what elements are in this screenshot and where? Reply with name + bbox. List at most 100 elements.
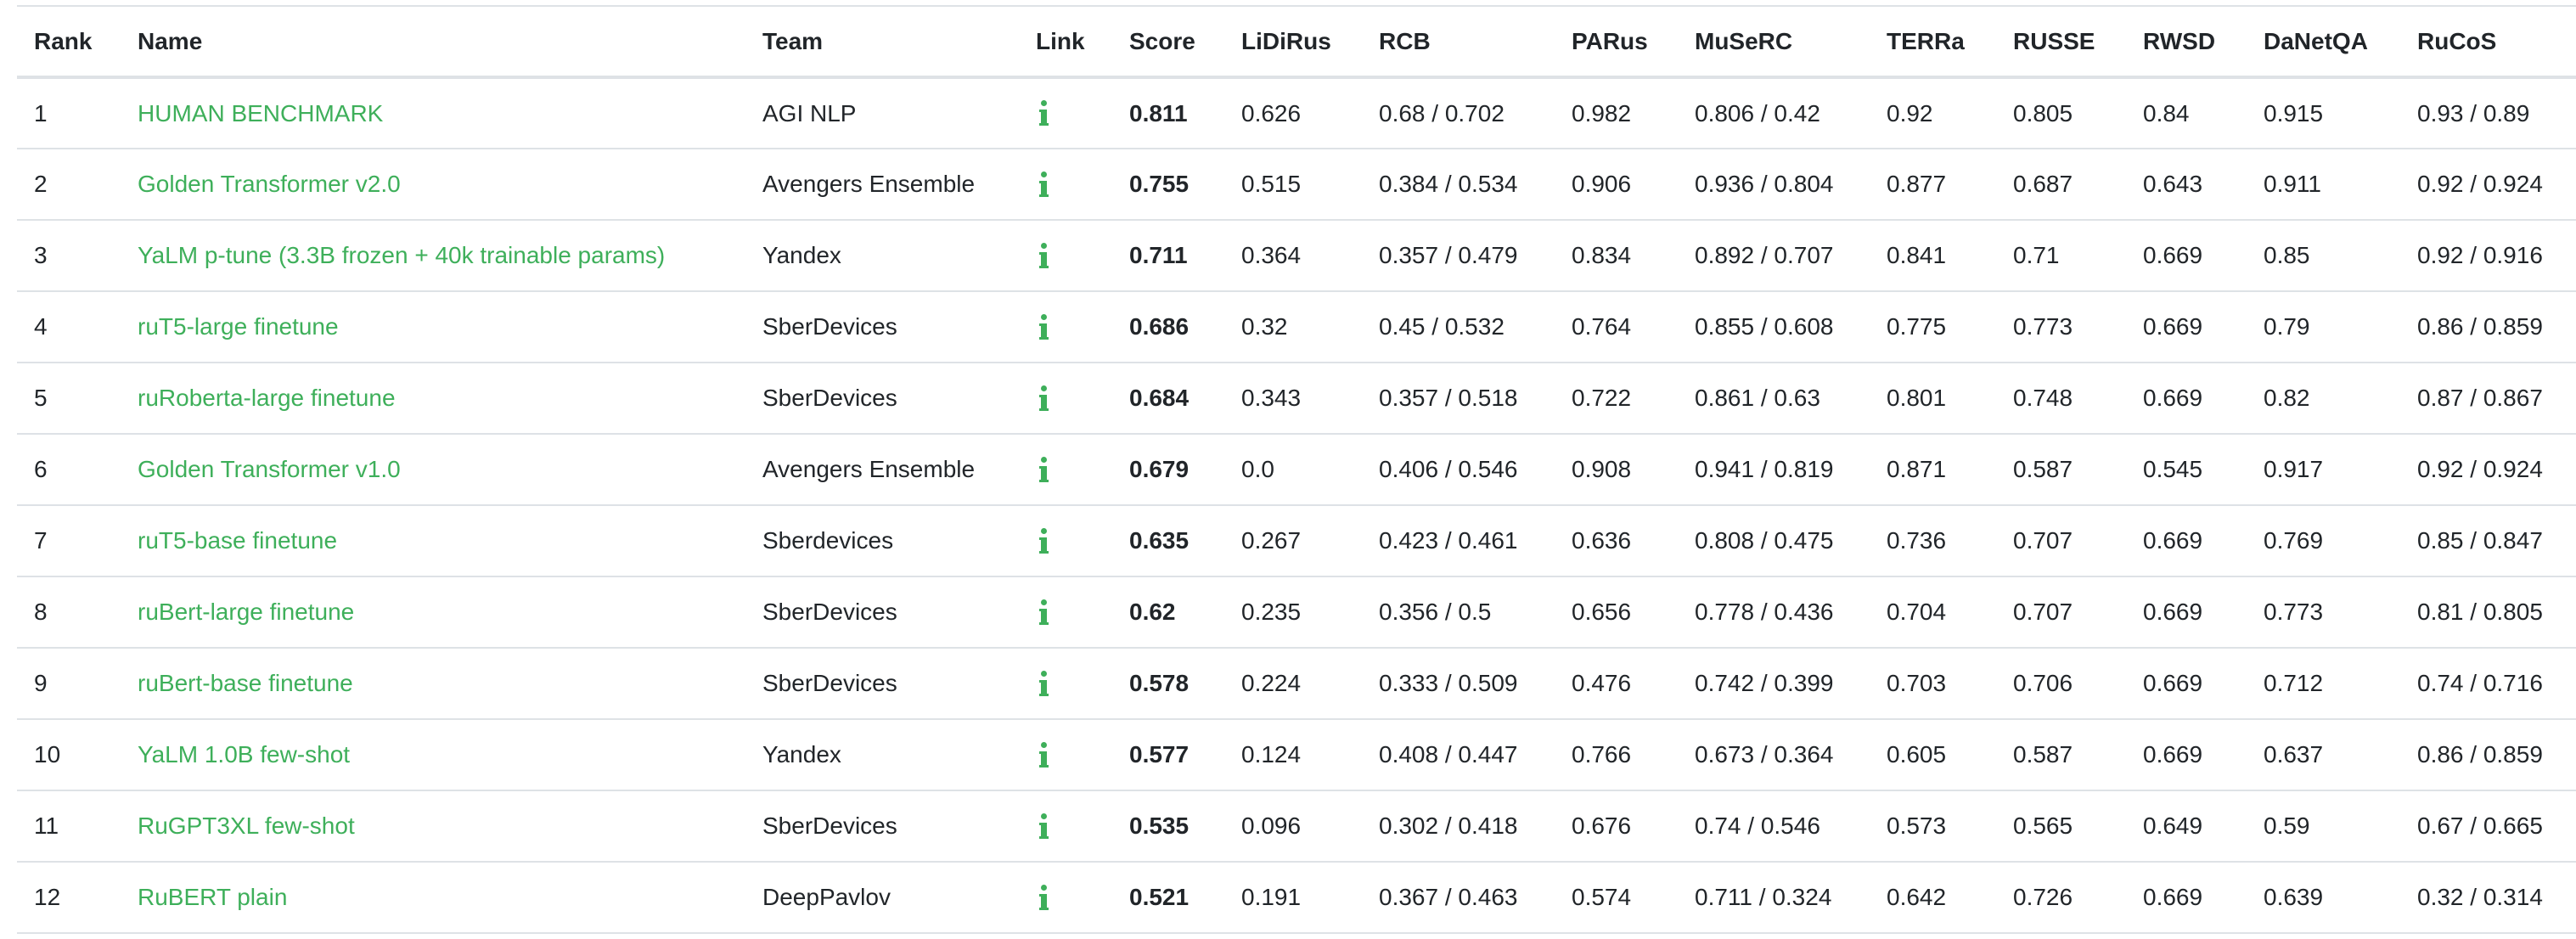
cell-parus: 0.764	[1572, 313, 1632, 340]
cell-terra: 0.775	[1887, 313, 1947, 340]
info-icon[interactable]	[1039, 385, 1049, 413]
cell-parus: 0.982	[1572, 99, 1632, 127]
cell-parus: 0.906	[1572, 171, 1632, 197]
cell-rwsd: 0.643	[2143, 171, 2203, 197]
cell-team: SberDevices	[762, 812, 897, 839]
cell-terra: 0.871	[1887, 456, 1947, 482]
model-name-link[interactable]: ruBert-large finetune	[138, 599, 355, 625]
cell-name: Golden Transformer v2.0	[138, 149, 762, 220]
header-lidirus[interactable]: LiDiRus	[1241, 27, 1331, 54]
header-score[interactable]: Score	[1129, 27, 1195, 54]
table-row: 4 ruT5-large finetune SberDevices 0.686 0.32…	[17, 291, 2576, 363]
table-row: 6 Golden Transformer v1.0 Avengers Ensembl…	[17, 434, 2576, 505]
model-name-link[interactable]: ruT5-base finetune	[138, 527, 338, 554]
cell-name: ruBert-large finetune	[138, 576, 762, 648]
cell-danetqa: 0.637	[2264, 741, 2324, 768]
header-danetqa[interactable]: DaNetQA	[2264, 27, 2368, 54]
cell-rucos: 0.74 / 0.716	[2417, 670, 2543, 696]
cell-muserc: 0.936 / 0.804	[1695, 171, 1834, 197]
cell-russe: 0.748	[2013, 385, 2073, 411]
cell-rank: 4	[34, 313, 48, 340]
cell-rank: 9	[34, 670, 48, 696]
info-icon[interactable]	[1039, 884, 1049, 912]
cell-lidirus: 0.224	[1241, 670, 1302, 696]
cell-team: SberDevices	[762, 313, 897, 340]
model-name-link[interactable]: HUMAN BENCHMARK	[138, 99, 384, 127]
cell-danetqa: 0.915	[2264, 99, 2324, 127]
cell-link	[1036, 576, 1129, 648]
model-name-link[interactable]: Golden Transformer v2.0	[138, 171, 401, 197]
cell-lidirus: 0.343	[1241, 385, 1302, 411]
cell-score: 0.686	[1129, 313, 1190, 340]
info-icon[interactable]	[1039, 242, 1049, 270]
table-row: 10 YaLM 1.0B few-shot Yandex 0.577 0.124 0.40…	[17, 719, 2576, 790]
cell-name: RuGPT3XL few-shot	[138, 790, 762, 862]
cell-rucos: 0.32 / 0.314	[2417, 884, 2543, 910]
cell-russe: 0.587	[2013, 741, 2073, 768]
model-name-link[interactable]: YaLM 1.0B few-shot	[138, 741, 351, 768]
cell-link	[1036, 719, 1129, 790]
cell-score: 0.578	[1129, 670, 1190, 696]
info-icon[interactable]	[1039, 599, 1049, 627]
cell-name: Golden Transformer v1.0	[138, 434, 762, 505]
cell-score: 0.679	[1129, 456, 1190, 482]
header-terra[interactable]: TERRa	[1887, 27, 1965, 54]
cell-lidirus: 0.191	[1241, 884, 1302, 910]
table-row: 8 ruBert-large finetune SberDevices 0.62 0.2…	[17, 576, 2576, 648]
cell-rucos: 0.81 / 0.805	[2417, 599, 2543, 625]
cell-russe: 0.773	[2013, 313, 2073, 340]
header-rwsd[interactable]: RWSD	[2143, 27, 2216, 54]
table-row: 2 Golden Transformer v2.0 Avengers Ensembl…	[17, 149, 2576, 220]
header-muserc[interactable]: MuSeRC	[1695, 27, 1793, 54]
info-icon[interactable]	[1039, 670, 1049, 698]
cell-muserc: 0.778 / 0.436	[1695, 599, 1834, 625]
header-team[interactable]: Team	[762, 27, 824, 54]
cell-rcb: 0.333 / 0.509	[1379, 670, 1518, 696]
cell-muserc: 0.806 / 0.42	[1695, 99, 1820, 127]
header-rcb[interactable]: RCB	[1379, 27, 1431, 54]
model-name-link[interactable]: ruRoberta-large finetune	[138, 385, 396, 411]
model-name-link[interactable]: Golden Transformer v1.0	[138, 456, 401, 482]
cell-team: Yandex	[762, 741, 841, 768]
cell-lidirus: 0.364	[1241, 242, 1302, 268]
info-icon[interactable]	[1039, 313, 1049, 341]
model-name-link[interactable]: RuBERT plain	[138, 884, 288, 910]
info-icon[interactable]	[1039, 171, 1049, 199]
info-icon[interactable]	[1039, 812, 1049, 841]
cell-lidirus: 0.124	[1241, 741, 1302, 768]
cell-russe: 0.687	[2013, 171, 2073, 197]
header-russe[interactable]: RUSSE	[2013, 27, 2095, 54]
cell-rank: 12	[34, 884, 61, 910]
header-rucos[interactable]: RuCoS	[2417, 27, 2497, 54]
header-rank[interactable]: Rank	[34, 27, 93, 54]
cell-rucos: 0.85 / 0.847	[2417, 527, 2543, 554]
cell-muserc: 0.74 / 0.546	[1695, 812, 1820, 839]
cell-link	[1036, 790, 1129, 862]
model-name-link[interactable]: YaLM p-tune (3.3B frozen + 40k trainable…	[138, 242, 666, 268]
cell-danetqa: 0.59	[2264, 812, 2310, 839]
cell-parus: 0.834	[1572, 242, 1632, 268]
model-name-link[interactable]: ruT5-large finetune	[138, 313, 339, 340]
cell-rcb: 0.384 / 0.534	[1379, 171, 1518, 197]
info-icon[interactable]	[1039, 456, 1049, 484]
cell-terra: 0.704	[1887, 599, 1947, 625]
cell-rwsd: 0.669	[2143, 741, 2203, 768]
info-icon[interactable]	[1039, 527, 1049, 555]
cell-muserc: 0.892 / 0.707	[1695, 242, 1834, 268]
cell-danetqa: 0.773	[2264, 599, 2324, 625]
cell-name: RuBERT plain	[138, 862, 762, 933]
cell-lidirus: 0.515	[1241, 171, 1302, 197]
cell-rucos: 0.86 / 0.859	[2417, 313, 2543, 340]
cell-rank: 1	[34, 99, 48, 127]
info-icon[interactable]	[1039, 100, 1049, 127]
cell-rank: 2	[34, 171, 48, 197]
header-name[interactable]: Name	[138, 27, 203, 54]
cell-team: SberDevices	[762, 599, 897, 625]
cell-link	[1036, 220, 1129, 291]
cell-rank: 5	[34, 385, 48, 411]
header-parus[interactable]: PARus	[1572, 27, 1648, 54]
info-icon[interactable]	[1039, 741, 1049, 769]
model-name-link[interactable]: RuGPT3XL few-shot	[138, 812, 355, 839]
model-name-link[interactable]: ruBert-base finetune	[138, 670, 353, 696]
cell-rwsd: 0.669	[2143, 599, 2203, 625]
